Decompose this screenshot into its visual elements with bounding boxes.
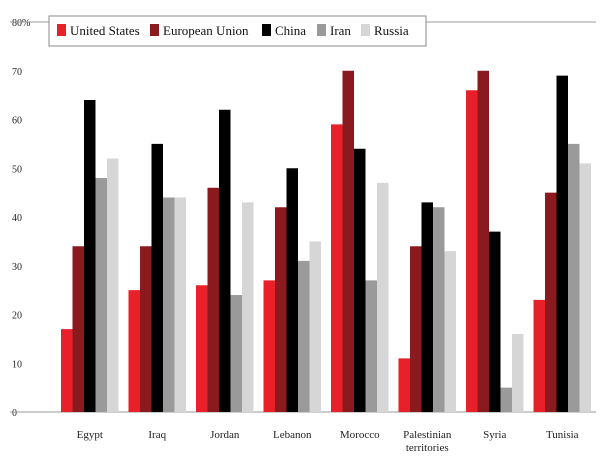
- legend-swatch: [361, 24, 370, 36]
- bar: [163, 197, 175, 412]
- series-russia: [107, 158, 591, 413]
- bar: [309, 241, 321, 413]
- bar: [500, 387, 512, 413]
- bar: [444, 251, 456, 413]
- legend-label: European Union: [163, 23, 249, 38]
- x-tick-label: Iraq: [148, 429, 166, 441]
- bar: [466, 90, 478, 412]
- bar: [174, 197, 186, 412]
- series-iran: [95, 143, 580, 413]
- bar: [342, 70, 354, 412]
- legend-label: Iran: [330, 23, 351, 38]
- y-tick-label: 0: [12, 408, 17, 419]
- bar: [263, 280, 275, 413]
- bar: [477, 70, 489, 412]
- bar: [556, 75, 568, 413]
- x-tick-label: Lebanon: [273, 429, 312, 441]
- x-tick-label: Egypt: [77, 429, 103, 441]
- bar: [219, 109, 231, 412]
- legend-label: China: [275, 23, 306, 38]
- bar: [207, 187, 219, 412]
- series-china: [84, 75, 568, 413]
- bar: [286, 168, 298, 412]
- x-tick-label: Syria: [483, 429, 506, 441]
- bar: [421, 202, 433, 413]
- bar: [579, 163, 591, 412]
- series-united-states: [61, 90, 545, 413]
- bar: [354, 148, 366, 412]
- bar: [196, 285, 208, 412]
- series-european-union: [72, 70, 557, 413]
- legend: United States European Union China Iran Russ…: [48, 15, 427, 47]
- legend-item: China: [262, 23, 306, 38]
- legend-label: Russia: [374, 23, 409, 38]
- bar: [433, 207, 445, 412]
- bar: [140, 246, 152, 412]
- bars: [61, 70, 591, 413]
- bar: [128, 290, 140, 413]
- legend-swatch: [262, 24, 271, 36]
- bar: [489, 231, 501, 413]
- y-tick-label: 60: [12, 116, 22, 127]
- bar: [331, 124, 343, 413]
- legend-item: Iran: [317, 23, 351, 38]
- x-tick-label: Palestinian territories: [403, 429, 452, 454]
- legend-item: European Union: [150, 23, 249, 38]
- bar: [242, 202, 254, 413]
- x-tick-label: Morocco: [340, 429, 380, 441]
- bar: [512, 334, 524, 412]
- bar: [545, 192, 557, 413]
- bar: [410, 246, 422, 412]
- legend-swatch: [57, 24, 66, 36]
- bar: [398, 358, 410, 413]
- bar: [568, 143, 580, 413]
- bar: [533, 299, 545, 413]
- bar: [230, 295, 242, 412]
- bar: [95, 178, 107, 412]
- y-tick-label: 40: [12, 213, 22, 224]
- legend-swatch: [150, 24, 159, 36]
- y-tick-label: 20: [12, 311, 22, 322]
- legend-swatch: [317, 24, 326, 36]
- legend-item: Russia: [361, 23, 409, 38]
- bar: [61, 329, 73, 413]
- y-tick-label: 30: [12, 262, 22, 273]
- y-tick-label: 50: [12, 164, 22, 175]
- x-axis-labels: Egypt Iraq Jordan Lebanon Morocco Palestinian…: [77, 429, 579, 454]
- bar: [275, 207, 287, 412]
- bar: [72, 246, 84, 412]
- x-tick-label: Tunisia: [546, 429, 579, 441]
- y-tick-label: 70: [12, 67, 22, 78]
- legend-item: United States: [57, 23, 140, 38]
- x-tick-label: Jordan: [210, 429, 240, 441]
- bar: [298, 260, 310, 413]
- bar: [107, 158, 119, 412]
- bar: [151, 143, 163, 413]
- legend-label: United States: [70, 23, 140, 38]
- bar: [377, 182, 389, 413]
- y-tick-label: 80%: [12, 18, 30, 29]
- y-tick-label: 10: [12, 359, 22, 370]
- bar: [84, 100, 96, 412]
- bar: [365, 280, 377, 413]
